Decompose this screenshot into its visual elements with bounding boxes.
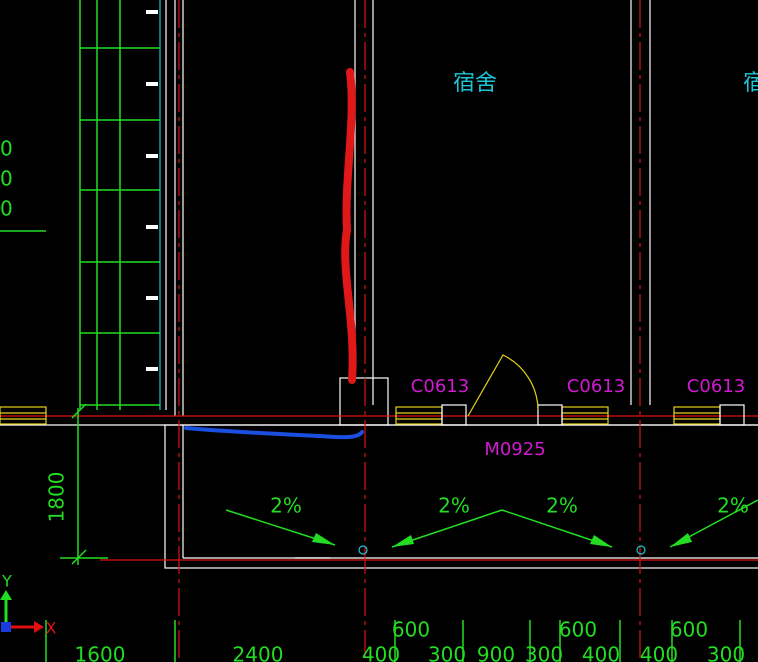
dimension-label: 300	[707, 643, 745, 662]
red-annotation	[341, 68, 357, 384]
dimension-lines	[45, 403, 741, 662]
dimension-label: 300	[428, 643, 466, 662]
value-label: 0	[0, 197, 13, 221]
slope-label: 2%	[546, 494, 578, 518]
slope-label: 2%	[438, 494, 470, 518]
blue-annotation	[184, 426, 364, 440]
dimension-label: 600	[392, 618, 430, 642]
window-label: C0613	[687, 376, 745, 397]
axis-x-label: X	[46, 619, 57, 638]
ucs-icon	[0, 590, 44, 633]
stair	[0, 0, 161, 410]
dimension-label: 600	[670, 618, 708, 642]
window-label: C0613	[567, 376, 625, 397]
dimension-label: 1600	[75, 643, 126, 662]
slope-label: 2%	[270, 494, 302, 518]
dimension-label: 900	[477, 643, 515, 662]
railing-posts	[146, 10, 158, 371]
windows	[0, 354, 745, 426]
dimension-label: 2400	[233, 643, 284, 662]
value-label: 0	[0, 137, 13, 161]
room-label: 宿舍	[453, 71, 497, 96]
dimension-label: 1800	[45, 472, 69, 523]
window-label: C0613	[411, 376, 469, 397]
dimension-label: 600	[559, 618, 597, 642]
door-label: M0925	[484, 439, 545, 460]
dimension-label: 400	[640, 643, 678, 662]
dimension-label: 400	[362, 643, 400, 662]
dimension-label: 300	[525, 643, 563, 662]
drain-arrows	[225, 499, 758, 555]
value-label: 0	[0, 167, 13, 191]
slope-label: 2%	[717, 494, 749, 518]
dimension-label: 400	[582, 643, 620, 662]
room-label: 宿	[743, 71, 758, 96]
axis-y-label: Y	[1, 572, 12, 591]
